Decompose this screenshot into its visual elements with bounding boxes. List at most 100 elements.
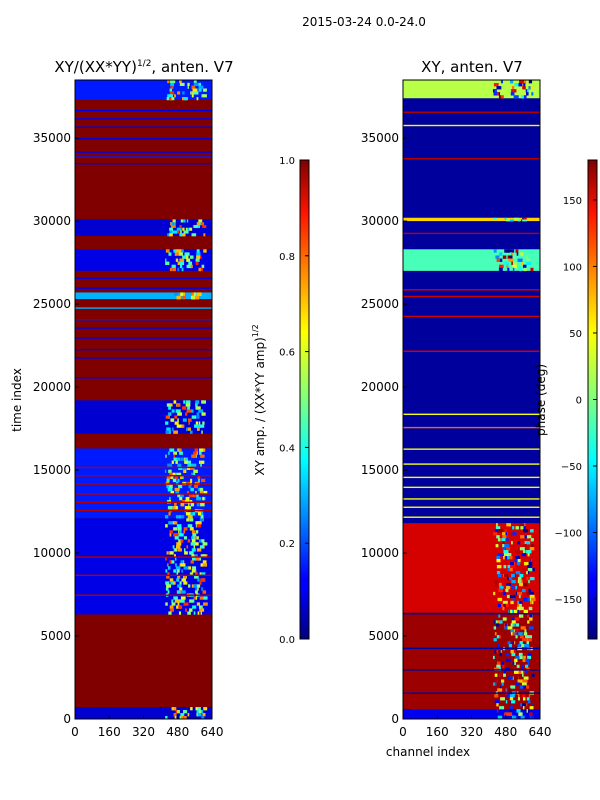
heatmap-speckle-cell [513,670,520,674]
heatmap-speckle-cell [168,566,171,570]
heatmap-speckle-cell [171,599,174,603]
heatmap-speckle-cell [167,94,172,98]
colorbar-tick-label: 0.2 [279,539,295,550]
heatmap-speckle-cell [528,80,533,84]
heatmap-speckle-cell [496,258,501,262]
heatmap-speckle-cell [498,529,504,533]
heatmap-speckle-cell [183,457,186,461]
left-colorbar: 0.0 0.2 0.4 0.6 0.8 1.0 XY amp. / (XX*YY amp)… [251,156,310,646]
heatmap-speckle-cell [168,512,171,516]
heatmap-speckle-cell [504,623,507,627]
heatmap-speckle-cell [180,233,186,237]
heatmap-speckle-cell [165,602,168,606]
heatmap-row-line [75,109,212,112]
heatmap-speckle-cell [183,400,186,404]
heatmap-speckle-cell [497,573,502,578]
heatmap-speckle-cell [169,533,172,537]
heatmap-speckle-cell [523,632,528,636]
heatmap-speckle-cell [516,664,520,668]
heatmap-speckle-cell [192,566,196,570]
heatmap-speckle-cell [194,295,200,300]
heatmap-speckle-cell [512,267,515,272]
heatmap-speckle-cell [177,478,180,483]
heatmap-speckle-cell [198,267,201,272]
heatmap-speckle-cell [498,614,501,618]
heatmap-speckle-cell [523,652,528,657]
heatmap-speckle-cell [177,575,181,579]
y-tick-label: 20000 [33,380,71,394]
heatmap-speckle-cell [166,475,171,480]
heatmap-speckle-cell [193,91,199,95]
heatmap-speckle-cell [508,258,514,262]
heatmap-speckle-cell [196,710,199,714]
heatmap-speckle-cell [179,261,185,266]
heatmap-speckle-cell [166,484,171,489]
heatmap-speckle-cell [514,632,517,636]
x-tick-label: 480 [494,725,517,739]
heatmap-speckle-cell [502,544,506,548]
heatmap-speckle-cell [495,682,497,686]
heatmap-speckle-cell [182,418,187,422]
heatmap-speckle-cell [175,566,181,570]
heatmap-speckle-cell [195,557,200,561]
colorbar-tick-label: 0.8 [279,252,295,263]
heatmap-speckle-cell [505,603,509,608]
y-tick-label: 5000 [368,629,399,643]
heatmap-speckle-cell [197,478,200,483]
y-tick-label: 10000 [361,546,399,560]
heatmap-speckle-cell [509,219,515,222]
heatmap-speckle-cell [165,430,170,434]
heatmap-row-line [75,348,212,351]
heatmap-speckle-cell [202,713,206,717]
heatmap-speckle-cell [176,545,181,549]
heatmap-speckle-cell [177,261,180,266]
x-tick-label: 0 [399,725,407,739]
heatmap-speckle-cell [529,597,532,602]
heatmap-speckle-cell [494,700,500,704]
heatmap-speckle-cell [507,255,510,259]
heatmap-speckle-cell [511,541,513,545]
heatmap-row-line [75,483,212,485]
heatmap-speckle-cell [179,563,182,567]
heatmap-row-line [75,319,212,321]
heatmap-row-line [403,289,540,291]
heatmap-speckle-cell [182,91,185,95]
y-tick-label: 10000 [33,546,71,560]
heatmap-speckle-cell [181,599,185,603]
heatmap-speckle-cell [193,292,197,297]
heatmap-speckle-cell [200,539,205,543]
heatmap-speckle-cell [195,596,198,600]
heatmap-speckle-cell [185,496,190,501]
heatmap-speckle-cell [200,578,206,582]
heatmap-speckle-cell [183,575,187,579]
heatmap-speckle-cell [188,584,191,588]
heatmap-speckle-cell [199,581,202,585]
heatmap-speckle-cell [515,570,521,575]
heatmap-speckle-cell [184,460,189,464]
heatmap-speckle-cell [191,415,196,419]
heatmap-speckle-cell [174,716,177,719]
heatmap-speckle-cell [193,545,196,549]
heatmap-speckle-cell [527,700,531,704]
heatmap-speckle-cell [523,703,526,707]
heatmap-speckle-cell [530,249,533,253]
heatmap-speckle-cell [514,617,520,621]
heatmap-speckle-cell [170,224,176,229]
heatmap-speckle-cell [193,224,198,229]
heatmap-speckle-cell [177,418,179,422]
heatmap-speckle-cell [169,403,173,407]
heatmap-row-line [403,498,540,500]
heatmap-speckle-cell [195,493,199,498]
heatmap-speckle-cell [511,86,515,90]
heatmap-speckle-cell [171,602,176,606]
heatmap-speckle-cell [511,585,515,590]
heatmap-speckle-cell [186,409,192,413]
heatmap-speckle-cell [499,620,503,624]
heatmap-speckle-cell [526,258,531,262]
heatmap-speckle-cell [195,415,200,419]
heatmap-speckle-cell [526,570,528,575]
heatmap-speckle-cell [498,588,504,593]
heatmap-speckle-cell [173,400,177,404]
heatmap-speckle-cell [174,292,179,297]
heatmap-speckle-cell [167,80,169,84]
